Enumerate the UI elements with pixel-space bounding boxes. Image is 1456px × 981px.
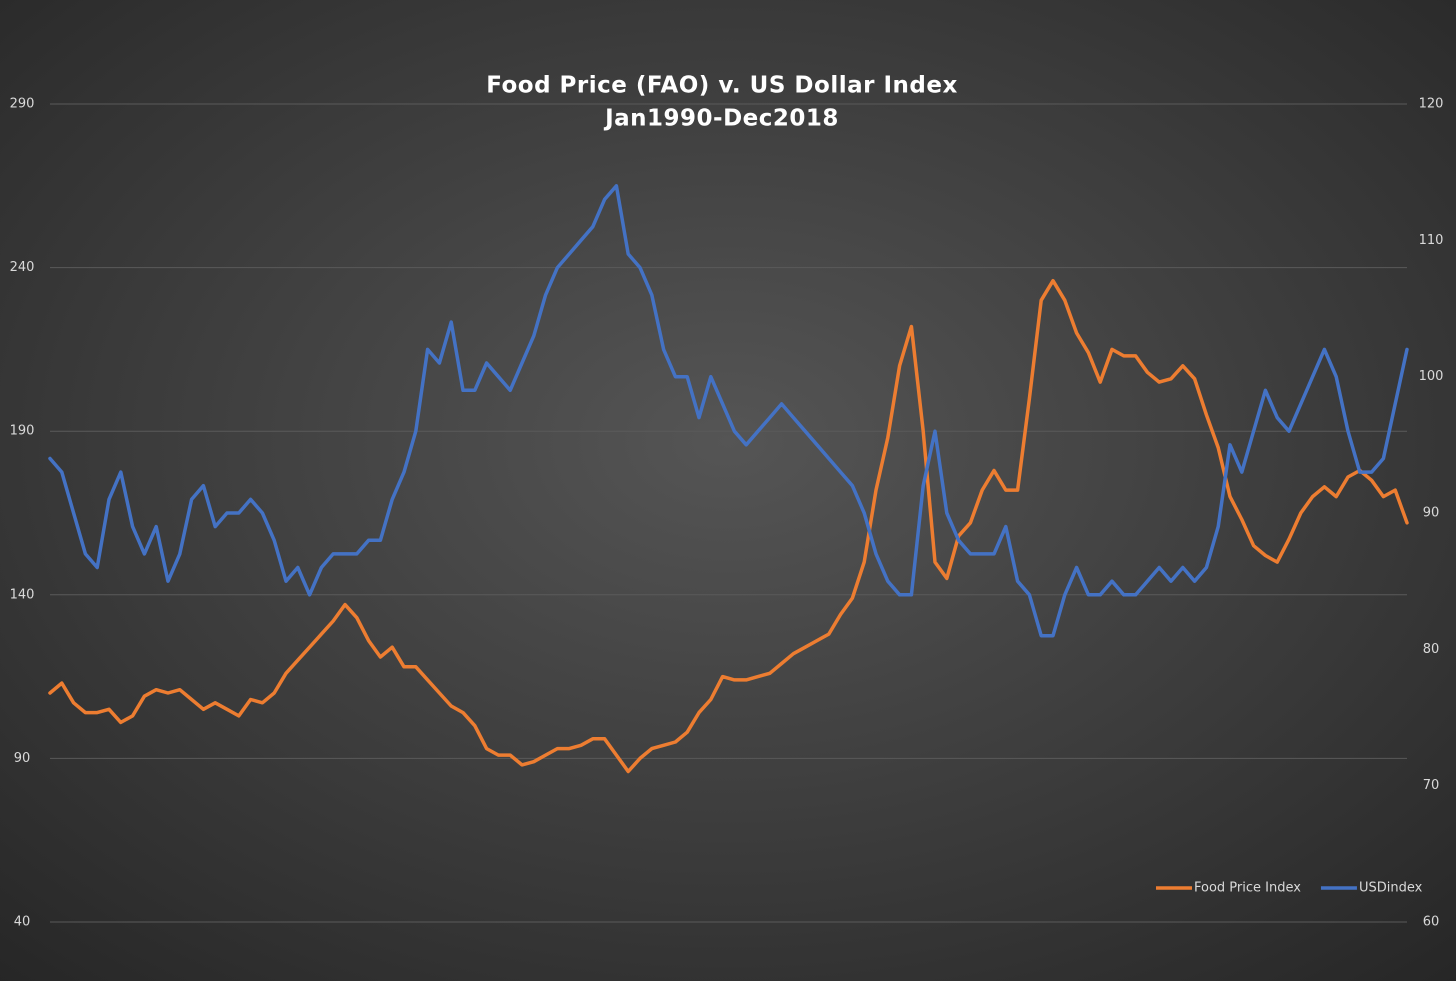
series-line bbox=[48, 278, 1409, 774]
legend-label: USDindex bbox=[1359, 881, 1423, 896]
y-tick-label: 240 bbox=[10, 260, 35, 275]
y-tick-label: 190 bbox=[10, 424, 35, 439]
y2-tick-label: 110 bbox=[1419, 233, 1444, 248]
chart-title: Food Price (FAO) v. US Dollar Index bbox=[486, 73, 958, 99]
y2-tick-label: 80 bbox=[1423, 642, 1440, 657]
y-tick-label: 140 bbox=[10, 587, 35, 602]
y2-tick-label: 90 bbox=[1423, 506, 1440, 521]
y-tick-label: 90 bbox=[14, 751, 31, 766]
chart-subtitle: Jan1990-Dec2018 bbox=[603, 106, 839, 132]
y2-tick-label: 60 bbox=[1423, 915, 1440, 930]
series-line bbox=[48, 184, 1409, 638]
y2-tick-label: 100 bbox=[1419, 369, 1444, 384]
y-tick-label: 290 bbox=[10, 97, 35, 112]
y2-tick-label: 70 bbox=[1423, 778, 1440, 793]
y2-tick-label: 120 bbox=[1419, 97, 1444, 112]
legend-label: Food Price Index bbox=[1194, 881, 1301, 896]
y-tick-label: 40 bbox=[14, 915, 31, 930]
